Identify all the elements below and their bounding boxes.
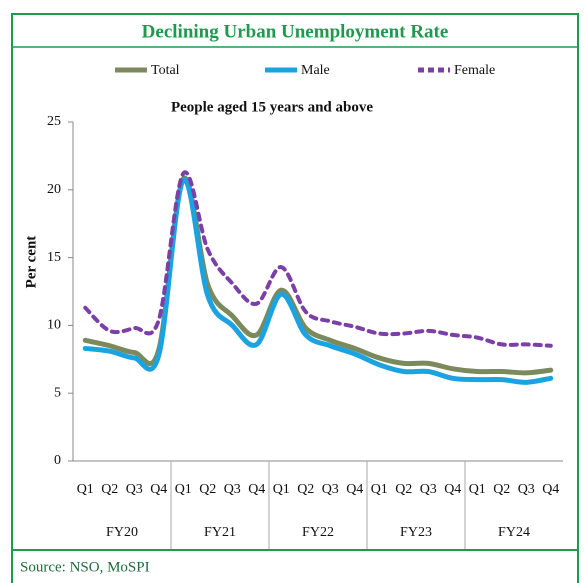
- x-tick-label: Q4: [248, 482, 265, 497]
- x-tick-label: Q4: [542, 482, 559, 497]
- group-label: FY23: [400, 525, 432, 540]
- x-tick-label: Q4: [346, 482, 363, 497]
- source: Source: NSO, MoSPI: [20, 559, 150, 575]
- chart-title: Declining Urban Unemployment Rate: [142, 21, 449, 42]
- line-2: [83, 170, 553, 348]
- y-tick-label: 5: [54, 385, 61, 400]
- group-label: FY20: [106, 525, 138, 540]
- chart-subtitle: People aged 15 years and above: [171, 99, 373, 115]
- x-tick-label: Q1: [273, 482, 290, 497]
- frame: [11, 13, 579, 551]
- y-axis-label: Per cent: [23, 236, 39, 289]
- x-tick-label: Q4: [150, 482, 167, 497]
- legend-label: Female: [454, 63, 495, 78]
- line-1: [82, 177, 554, 385]
- y-tick-label: 0: [54, 453, 61, 468]
- x-tick-label: Q2: [297, 482, 314, 497]
- x-tick-label: Q2: [493, 482, 510, 497]
- group-label: FY21: [204, 525, 236, 540]
- x-tick-label: Q2: [199, 482, 216, 497]
- x-tick-label: Q3: [518, 482, 535, 497]
- y-tick-label: 15: [47, 250, 61, 265]
- legend-label: Male: [301, 63, 330, 78]
- x-tick-label: Q2: [395, 482, 412, 497]
- group-label: FY24: [498, 525, 530, 540]
- x-tick-label: Q3: [126, 482, 143, 497]
- x-tick-label: Q3: [322, 482, 339, 497]
- x-tick-label: Q2: [101, 482, 118, 497]
- x-tick-label: Q1: [469, 482, 486, 497]
- y-tick-label: 10: [47, 318, 61, 333]
- x-tick-label: Q1: [371, 482, 388, 497]
- x-tick-label: Q1: [77, 482, 94, 497]
- y-tick-label: 20: [47, 182, 61, 197]
- x-tick-label: Q3: [224, 482, 241, 497]
- y-tick-label: 25: [47, 114, 61, 129]
- group-label: FY22: [302, 525, 334, 540]
- x-tick-label: Q3: [420, 482, 437, 497]
- legend-label: Total: [151, 63, 180, 78]
- x-tick-label: Q1: [175, 482, 192, 497]
- x-tick-label: Q4: [444, 482, 461, 497]
